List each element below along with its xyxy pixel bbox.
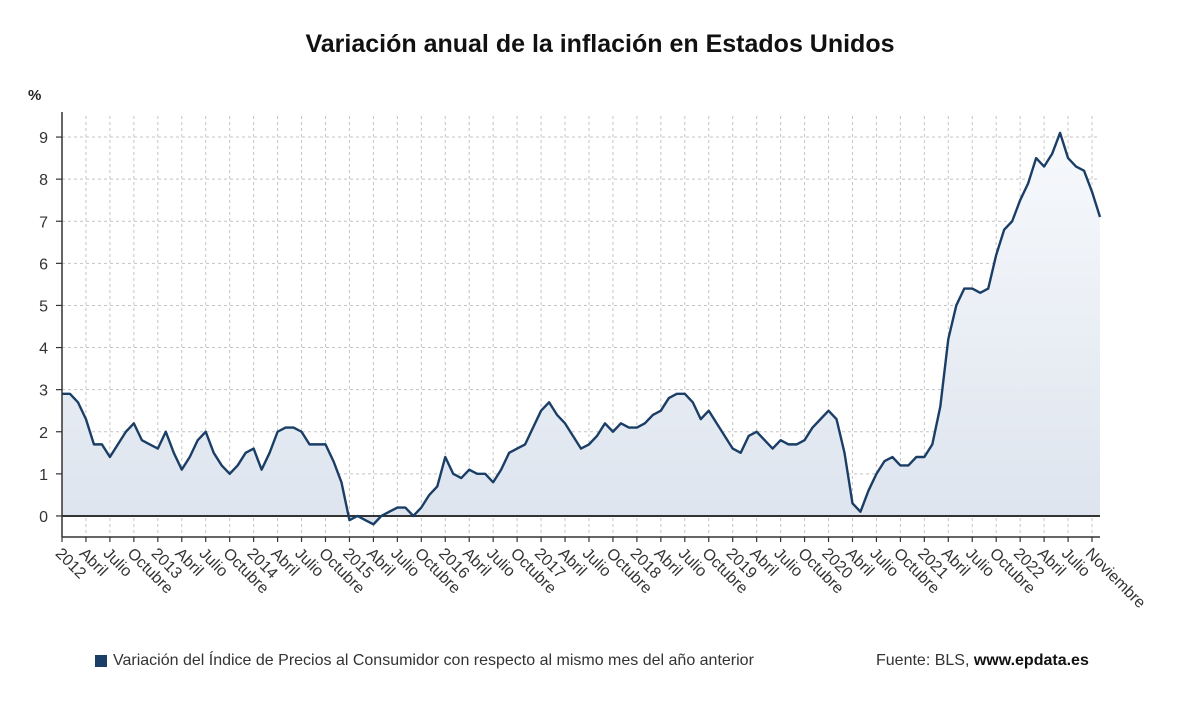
y-tick-label: 4 bbox=[39, 341, 48, 358]
y-tick-label: 2 bbox=[39, 425, 48, 442]
y-tick-label: 3 bbox=[39, 383, 48, 400]
series-line bbox=[62, 131, 1102, 526]
y-tick-label: 1 bbox=[39, 467, 48, 484]
y-tick-label: 0 bbox=[39, 509, 48, 526]
legend-label: Variación del Índice de Precios al Consu… bbox=[113, 652, 754, 669]
y-axis-unit: % bbox=[28, 87, 41, 104]
source-note: Fuente: BLS, www.epdata.es bbox=[876, 652, 1089, 670]
x-tick-label: Noviembre bbox=[1082, 545, 1149, 612]
legend-swatch bbox=[95, 655, 107, 667]
y-tick-label: 6 bbox=[39, 256, 48, 273]
chart-title: Variación anual de la inflación en Estad… bbox=[305, 30, 895, 58]
y-tick-label: 7 bbox=[39, 214, 48, 231]
legend: Variación del Índice de Precios al Consu… bbox=[95, 652, 754, 670]
area-path bbox=[62, 132, 1100, 525]
axes bbox=[61, 112, 1100, 538]
x-tick-labels: 2012AbrilJulioOctubre2013AbrilJulioOctub… bbox=[52, 537, 1149, 612]
y-tick-labels: 0 1 2 3 4 5 6 7 8 9 bbox=[39, 130, 62, 526]
source-site: www.epdata.es bbox=[973, 652, 1089, 669]
y-tick-label: 8 bbox=[39, 172, 48, 189]
series-polyline bbox=[62, 131, 1102, 526]
source-prefix: Fuente: BLS, bbox=[876, 652, 974, 669]
area-fill bbox=[62, 132, 1100, 525]
y-tick-label: 9 bbox=[39, 130, 48, 147]
y-tick-label: 5 bbox=[39, 298, 48, 315]
